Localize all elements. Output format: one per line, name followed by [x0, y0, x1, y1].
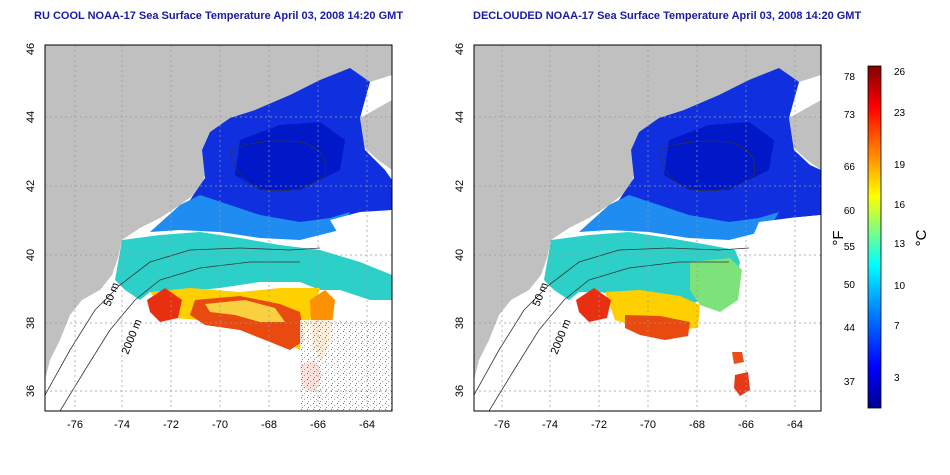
left-lon-tick: -74	[114, 419, 130, 431]
right-lat-tick: 44	[454, 111, 466, 123]
left-speckled-clouds	[300, 320, 392, 411]
right-lat-tick: 46	[454, 43, 466, 55]
left-nova-scotia	[360, 100, 392, 170]
left-lat-tick: 36	[25, 385, 37, 397]
right-gulf-stream-ring	[625, 315, 690, 340]
cb-f-tick: 55	[844, 242, 856, 253]
left-ocean-field	[115, 232, 392, 300]
cb-c-tick: 10	[894, 281, 906, 292]
left-lat-tick: 46	[25, 43, 37, 55]
right-lon-tick: -72	[591, 419, 607, 431]
right-map-frame	[473, 44, 822, 412]
colorbar: 78 73 66 60 55 50 44 37 26 23 19 16 13 1…	[830, 65, 930, 409]
cb-c-tick: 13	[894, 239, 906, 250]
right-map-title: DECLOUDED NOAA-17 Sea Surface Temperatur…	[473, 10, 862, 22]
right-nova-scotia	[789, 100, 821, 170]
right-cloud-patch	[745, 215, 821, 411]
cb-c-tick: 19	[894, 160, 906, 171]
cb-c-tick: 7	[894, 321, 900, 332]
right-shelf-water	[579, 195, 779, 240]
cb-c-tick: 16	[894, 200, 906, 211]
left-lat-tick: 38	[25, 317, 37, 329]
left-lon-tick: -70	[212, 419, 228, 431]
right-land-mass	[474, 45, 821, 380]
cb-c-tick: 23	[894, 108, 906, 119]
left-lat-tick: 40	[25, 249, 37, 261]
cb-f-tick: 44	[844, 323, 856, 334]
right-grid	[474, 45, 821, 411]
left-isobath-gom	[229, 140, 327, 192]
left-isobath-2000	[59, 261, 300, 411]
left-gulf-stream-core	[147, 288, 182, 322]
cb-f-tick: 73	[844, 110, 856, 121]
cb-unit-celsius: °C	[913, 229, 930, 246]
cb-unit-fahrenheit: °F	[830, 230, 847, 245]
right-gulf-stream-core	[576, 288, 611, 322]
left-map-title: RU COOL NOAA-17 Sea Surface Temperature …	[34, 10, 404, 22]
right-lon-tick: -74	[542, 419, 558, 431]
left-isobath-50	[45, 247, 321, 396]
left-shelf-water	[150, 195, 350, 240]
cb-c-tick: 26	[894, 67, 906, 78]
cb-c-tick: 3	[894, 373, 900, 384]
right-lat-tick: 40	[454, 249, 466, 261]
left-lon-axis: -76 -74 -72 -70 -68 -66 -64	[67, 419, 375, 431]
right-lat-axis: 36 38 40 42 44 46	[454, 43, 466, 397]
right-cold-core	[664, 122, 774, 190]
cb-f-tick: 50	[844, 280, 856, 291]
left-cloud-patch	[330, 210, 392, 262]
right-lon-tick: -68	[689, 419, 705, 431]
cb-f-tick: 78	[844, 72, 856, 83]
right-lon-axis: -76 -74 -72 -70 -68 -66 -64	[494, 419, 803, 431]
left-lon-tick: -72	[163, 419, 179, 431]
right-lon-tick: -66	[738, 419, 754, 431]
left-land-mass	[45, 45, 392, 380]
cb-f-tick: 60	[844, 206, 856, 217]
left-lat-axis: 36 38 40 42 44 46	[25, 43, 37, 397]
left-sst-map	[45, 45, 392, 411]
left-lon-tick: -68	[261, 419, 277, 431]
right-isobath-2000	[488, 261, 729, 411]
right-lon-tick: -70	[640, 419, 656, 431]
left-grid	[45, 45, 392, 411]
right-lon-tick: -64	[787, 419, 803, 431]
right-slope-green	[690, 258, 742, 312]
left-cold-core	[235, 122, 345, 190]
left-lat-tick: 42	[25, 180, 37, 192]
left-map-frame	[44, 44, 393, 412]
left-lat-tick: 44	[25, 111, 37, 123]
left-lon-tick: -66	[310, 419, 326, 431]
right-eddy-small	[732, 352, 744, 364]
left-warm-inner	[205, 300, 285, 322]
right-lat-tick: 42	[454, 180, 466, 192]
right-lon-tick: -76	[494, 419, 510, 431]
cb-f-tick: 37	[844, 377, 856, 388]
right-lat-tick: 38	[454, 317, 466, 329]
right-sst-map	[474, 45, 821, 411]
left-lon-tick: -64	[359, 419, 375, 431]
cb-f-tick: 66	[844, 162, 856, 173]
right-lat-tick: 36	[454, 385, 466, 397]
left-lon-tick: -76	[67, 419, 83, 431]
right-isobath-50	[474, 247, 750, 396]
right-isobath-gom	[658, 140, 756, 192]
colorbar-gradient	[867, 65, 882, 409]
